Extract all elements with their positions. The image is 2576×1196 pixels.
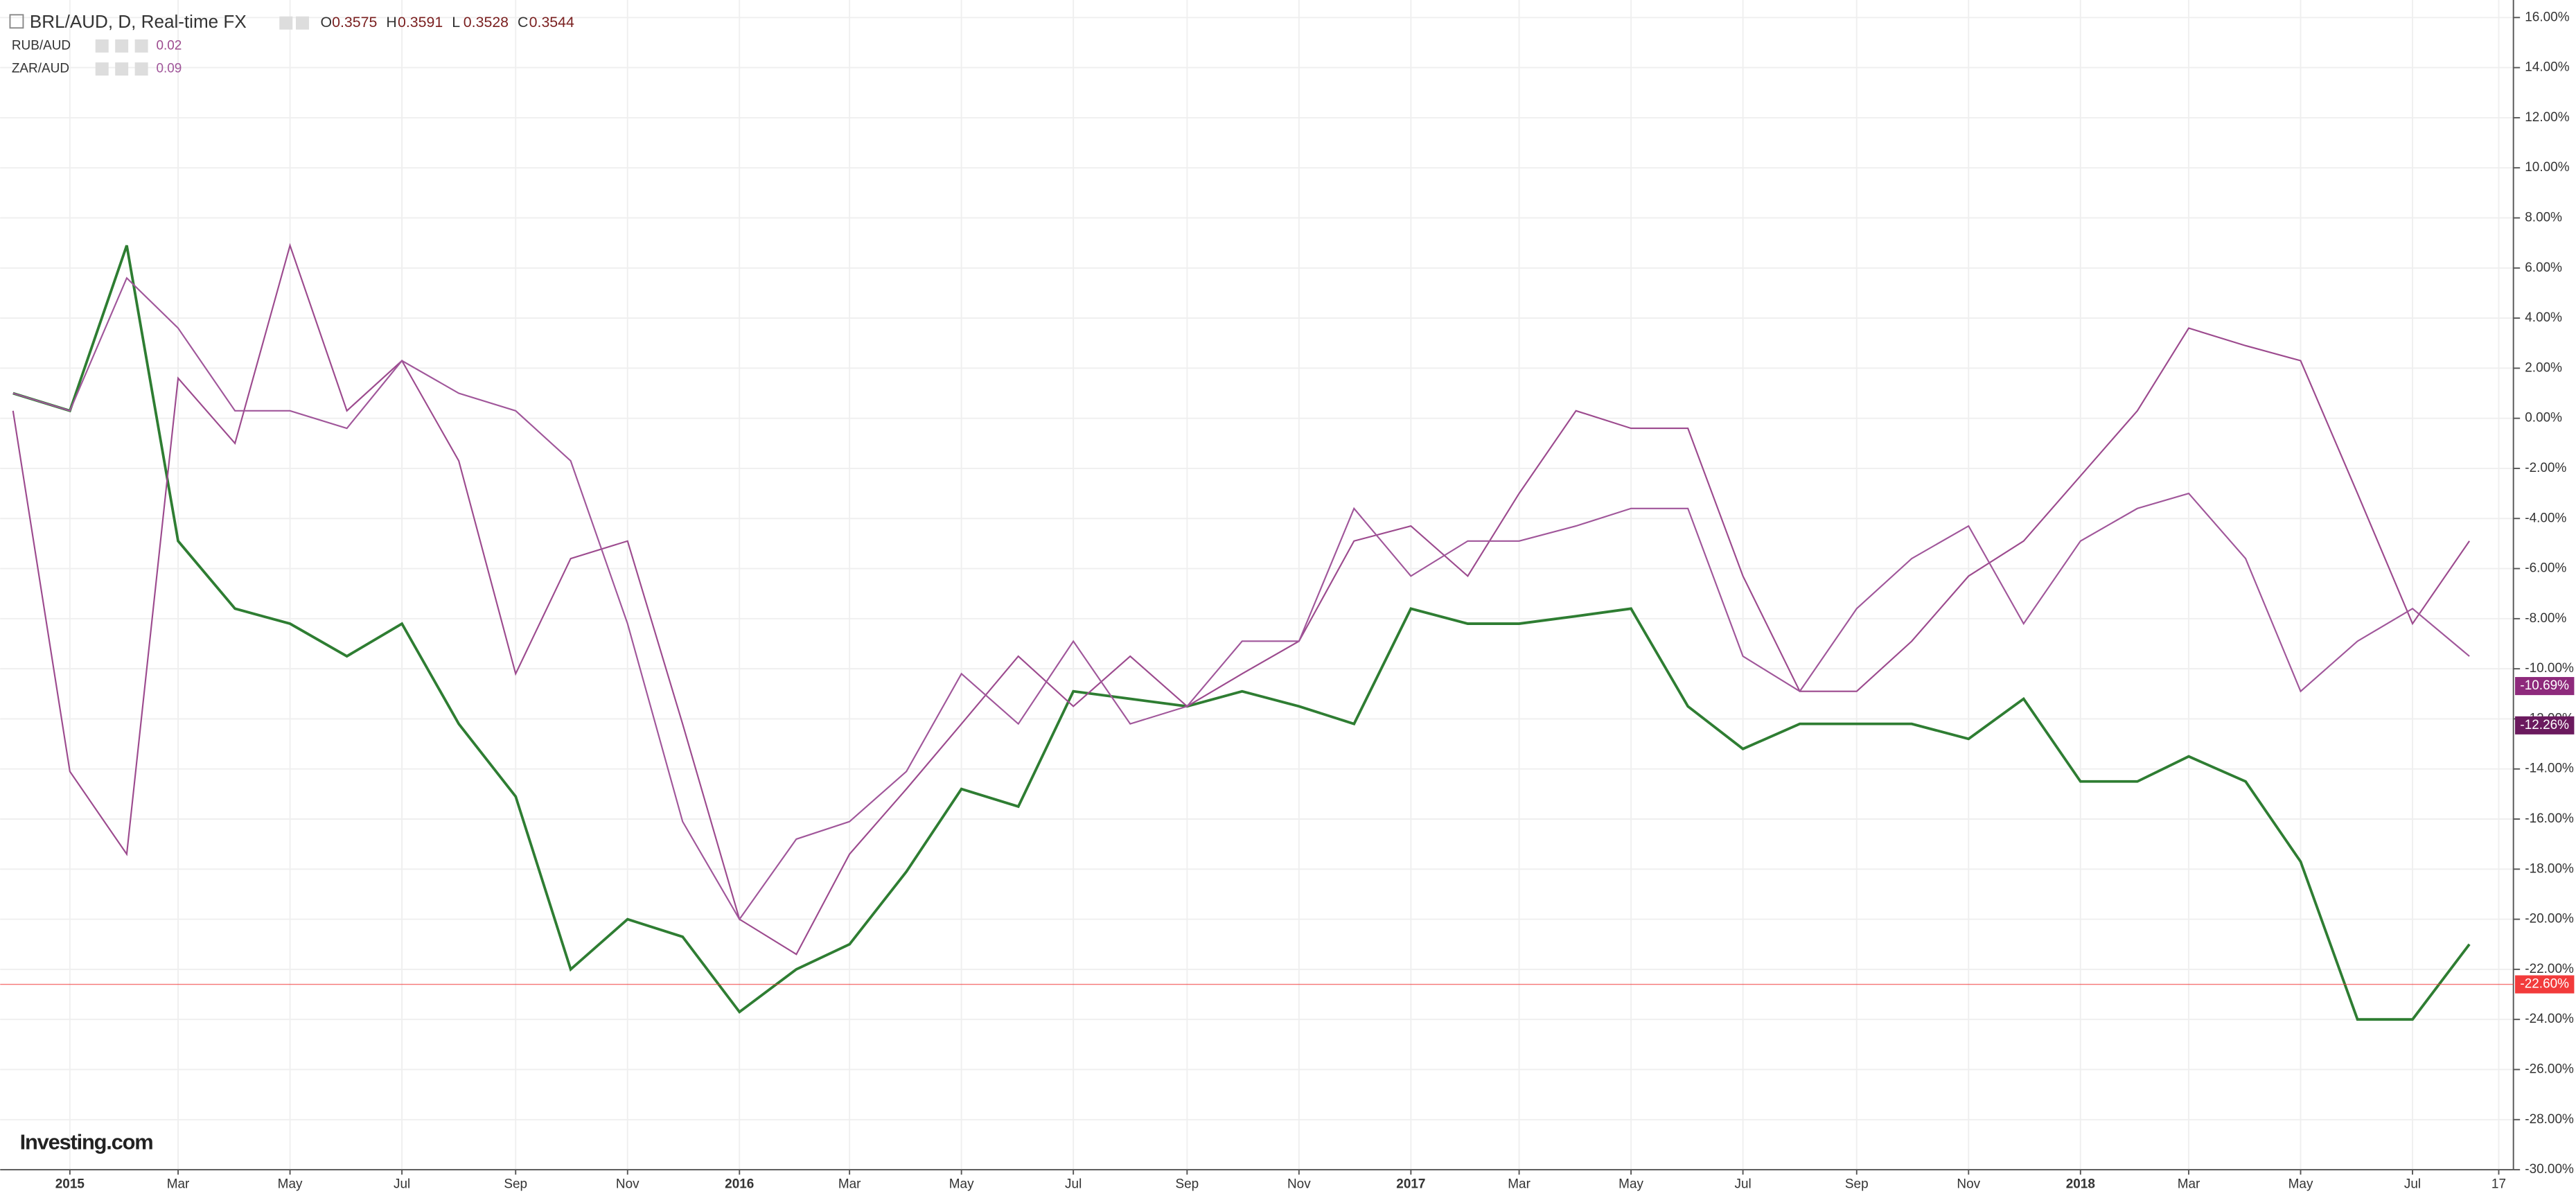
x-tick-label: 2018 bbox=[2066, 1177, 2095, 1191]
legend-button[interactable] bbox=[95, 39, 109, 53]
axes: 16.00% 14.00% 12.00% 10.00% 8.00% 6.00% 4.00% 2… bbox=[55, 10, 2575, 1191]
y-tick-label: -24.00% bbox=[2525, 1012, 2574, 1026]
y-tick-label: 14.00% bbox=[2525, 60, 2569, 75]
y-tick-label: 0.00% bbox=[2525, 411, 2562, 425]
ohlc-value: 0.3528 bbox=[464, 14, 509, 30]
price-badge bbox=[2515, 677, 2575, 696]
ohlc-key: O bbox=[321, 14, 333, 30]
y-tick-label: -14.00% bbox=[2525, 762, 2574, 776]
y-tick-label: 4.00% bbox=[2525, 310, 2562, 325]
x-tick-label: Mar bbox=[2178, 1177, 2200, 1191]
series-line bbox=[12, 276, 2470, 921]
x-tick-label: Sep bbox=[1175, 1177, 1199, 1191]
x-tick-label: May bbox=[278, 1177, 303, 1191]
y-tick-label: -20.00% bbox=[2525, 912, 2574, 926]
legend: O 0.3575 H 0.3591 L 0.3528 C 0.3544 RUB/AUD 0.02 Z… bbox=[12, 14, 574, 76]
y-tick-label: 2.00% bbox=[2525, 360, 2562, 375]
y-tick-label: 16.00% bbox=[2525, 10, 2569, 24]
x-tick-label: May bbox=[2288, 1177, 2313, 1191]
x-tick-label: Mar bbox=[167, 1177, 190, 1191]
y-tick-label: 6.00% bbox=[2525, 261, 2562, 275]
price-badge-label: -22.60% bbox=[2520, 977, 2569, 992]
logo: Investing.com bbox=[20, 1129, 153, 1154]
legend-button[interactable] bbox=[134, 62, 148, 76]
legend-button[interactable] bbox=[95, 62, 109, 76]
y-tick-label: -26.00% bbox=[2525, 1062, 2574, 1076]
legend-name: ZAR/AUD bbox=[12, 62, 69, 76]
legend-value: 0.09 bbox=[156, 62, 182, 76]
y-tick-label: -18.00% bbox=[2525, 861, 2574, 876]
ohlc-key: H bbox=[386, 14, 396, 30]
x-tick-label: May bbox=[1618, 1177, 1643, 1191]
y-tick-label: -28.00% bbox=[2525, 1112, 2574, 1127]
y-tick-label: 10.00% bbox=[2525, 160, 2569, 175]
legend-button[interactable] bbox=[134, 39, 148, 53]
x-tick-label: 17 bbox=[2491, 1177, 2506, 1191]
x-tick-label: Mar bbox=[838, 1177, 861, 1191]
x-tick-label: Nov bbox=[1287, 1177, 1311, 1191]
series-button[interactable] bbox=[279, 16, 293, 30]
ohlc-value: 0.3544 bbox=[529, 14, 574, 30]
y-tick-label: -10.00% bbox=[2525, 661, 2574, 676]
ohlc-key: C bbox=[518, 14, 528, 30]
y-tick-label: -16.00% bbox=[2525, 811, 2574, 826]
ohlc-value: 0.3575 bbox=[332, 14, 377, 30]
y-tick-label: -8.00% bbox=[2525, 611, 2566, 626]
x-tick-label: Mar bbox=[1508, 1177, 1530, 1191]
x-tick-label: Sep bbox=[504, 1177, 527, 1191]
legend-button[interactable] bbox=[115, 39, 129, 53]
ohlc-value: 0.3591 bbox=[398, 14, 443, 30]
y-tick-label: -4.00% bbox=[2525, 511, 2566, 525]
legend-name: RUB/AUD bbox=[12, 38, 71, 53]
series-line bbox=[12, 243, 2471, 956]
x-tick-label: Sep bbox=[1845, 1177, 1869, 1191]
price-badge bbox=[2515, 716, 2575, 735]
x-tick-label: 2015 bbox=[55, 1177, 85, 1191]
x-tick-label: Jul bbox=[394, 1177, 410, 1191]
series-line bbox=[12, 245, 2471, 1021]
x-tick-label: Nov bbox=[616, 1177, 639, 1191]
price-badge-label: -10.69% bbox=[2520, 678, 2569, 693]
y-tick-label: -22.00% bbox=[2525, 962, 2574, 976]
y-tick-label: 12.00% bbox=[2525, 110, 2569, 125]
grid bbox=[0, 0, 2514, 1171]
collapse-button[interactable] bbox=[9, 14, 24, 29]
price-badge-label: -12.26% bbox=[2520, 718, 2569, 732]
legend-value: 0.02 bbox=[156, 38, 182, 53]
x-tick-label: Jul bbox=[1065, 1177, 1082, 1191]
x-tick-label: May bbox=[949, 1177, 974, 1191]
price-badge bbox=[2515, 975, 2575, 994]
x-tick-label: Jul bbox=[1734, 1177, 1751, 1191]
x-tick-label: Nov bbox=[1957, 1177, 1980, 1191]
y-tick-label: -2.00% bbox=[2525, 461, 2566, 475]
y-tick-label: -30.00% bbox=[2525, 1162, 2574, 1177]
ohlc-key: L bbox=[452, 14, 460, 30]
chart-title: BRL/AUD, D, Real-time FX bbox=[30, 11, 247, 32]
y-tick-label: 8.00% bbox=[2525, 210, 2562, 225]
series-button[interactable] bbox=[295, 16, 309, 30]
x-tick-label: 2017 bbox=[1396, 1177, 1425, 1191]
legend-button[interactable] bbox=[115, 62, 129, 76]
plot bbox=[0, 243, 2514, 1021]
x-tick-label: 2016 bbox=[725, 1177, 754, 1191]
x-tick-label: Jul bbox=[2404, 1177, 2421, 1191]
y-tick-label: -6.00% bbox=[2525, 561, 2566, 576]
